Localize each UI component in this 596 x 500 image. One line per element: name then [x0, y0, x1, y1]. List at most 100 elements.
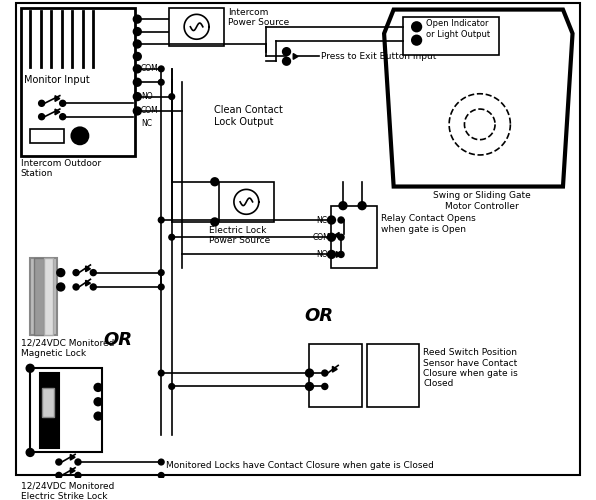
Polygon shape [333, 366, 337, 372]
Bar [169, 8, 224, 46]
Circle shape [60, 114, 66, 119]
Circle shape [283, 58, 290, 65]
Circle shape [134, 93, 141, 100]
Text: COM: COM [141, 106, 159, 116]
Polygon shape [293, 54, 298, 60]
Circle shape [412, 36, 421, 45]
Circle shape [57, 269, 64, 276]
Circle shape [73, 270, 79, 276]
Circle shape [328, 216, 336, 224]
Circle shape [338, 234, 344, 240]
Text: Clean Contact
Lock Output: Clean Contact Lock Output [214, 105, 283, 127]
Circle shape [328, 234, 336, 241]
Text: Monitored Locks have Contact Closure when gate is Closed: Monitored Locks have Contact Closure whe… [166, 461, 434, 470]
Text: 12/24VDC Monitored
Electric Strike Lock: 12/24VDC Monitored Electric Strike Lock [21, 481, 114, 500]
Circle shape [94, 398, 102, 406]
Circle shape [94, 384, 102, 391]
Circle shape [358, 202, 366, 209]
Text: Intercom Outdoor
Station: Intercom Outdoor Station [21, 159, 101, 178]
Circle shape [211, 218, 219, 226]
Bar [30, 368, 102, 452]
Circle shape [283, 48, 290, 56]
Text: Intercom
Power Source: Intercom Power Source [228, 8, 290, 27]
Polygon shape [86, 266, 91, 272]
Text: NO: NO [141, 92, 153, 101]
Circle shape [159, 66, 164, 71]
Bar [40, 373, 59, 448]
Bar [219, 182, 274, 222]
Circle shape [306, 369, 313, 377]
Polygon shape [86, 280, 91, 286]
Polygon shape [55, 109, 60, 115]
Bar [30, 258, 57, 335]
Bar [403, 17, 499, 56]
Circle shape [56, 472, 62, 478]
Circle shape [60, 100, 66, 106]
Circle shape [339, 202, 347, 209]
Polygon shape [334, 232, 339, 238]
Circle shape [94, 412, 102, 420]
Circle shape [39, 114, 45, 119]
Circle shape [159, 284, 164, 290]
Polygon shape [70, 468, 75, 473]
Circle shape [134, 28, 141, 36]
Circle shape [412, 22, 421, 32]
Bar [34, 258, 44, 335]
Bar [367, 344, 420, 406]
Circle shape [57, 283, 64, 291]
Text: NC: NC [316, 216, 327, 224]
Circle shape [134, 16, 141, 23]
Circle shape [169, 234, 175, 240]
Circle shape [322, 384, 328, 390]
Circle shape [26, 364, 34, 372]
Circle shape [134, 52, 141, 60]
Text: Swing or Sliding Gate
Motor Controller: Swing or Sliding Gate Motor Controller [433, 192, 530, 210]
Circle shape [322, 370, 328, 376]
Circle shape [338, 217, 344, 223]
Circle shape [75, 472, 81, 478]
Text: COM: COM [141, 64, 159, 74]
Circle shape [169, 94, 175, 100]
Circle shape [159, 370, 164, 376]
Circle shape [159, 270, 164, 276]
Bar [331, 206, 377, 268]
Circle shape [73, 284, 79, 290]
Circle shape [306, 382, 313, 390]
Circle shape [75, 459, 81, 465]
Circle shape [328, 250, 336, 258]
Polygon shape [55, 96, 60, 102]
Circle shape [39, 100, 45, 106]
Text: Relay Contact Opens
when gate is Open: Relay Contact Opens when gate is Open [381, 214, 476, 234]
Bar [30, 129, 64, 144]
Text: NC: NC [141, 119, 152, 128]
Text: COM: COM [312, 232, 330, 241]
Circle shape [338, 252, 344, 258]
Circle shape [26, 448, 34, 456]
Bar [42, 388, 54, 417]
Circle shape [72, 127, 89, 144]
Text: Monitor Input: Monitor Input [24, 74, 90, 85]
Bar [309, 344, 362, 406]
Circle shape [159, 459, 164, 465]
Text: OR: OR [305, 306, 334, 324]
Circle shape [134, 40, 141, 48]
Text: NO: NO [316, 250, 328, 259]
Bar [44, 258, 53, 335]
Circle shape [159, 472, 164, 478]
Polygon shape [70, 454, 75, 460]
Circle shape [134, 78, 141, 86]
Circle shape [91, 284, 96, 290]
Polygon shape [336, 252, 341, 258]
Circle shape [56, 459, 62, 465]
Circle shape [134, 107, 141, 115]
Circle shape [134, 65, 141, 72]
Circle shape [211, 178, 219, 186]
Circle shape [91, 270, 96, 276]
Text: Open Indicator
or Light Output: Open Indicator or Light Output [426, 19, 491, 38]
Circle shape [169, 384, 175, 390]
Text: 12/24VDC Monitored
Magnetic Lock: 12/24VDC Monitored Magnetic Lock [21, 338, 114, 358]
Circle shape [159, 80, 164, 85]
Bar [21, 8, 135, 156]
Text: OR: OR [104, 330, 133, 348]
Circle shape [159, 217, 164, 223]
